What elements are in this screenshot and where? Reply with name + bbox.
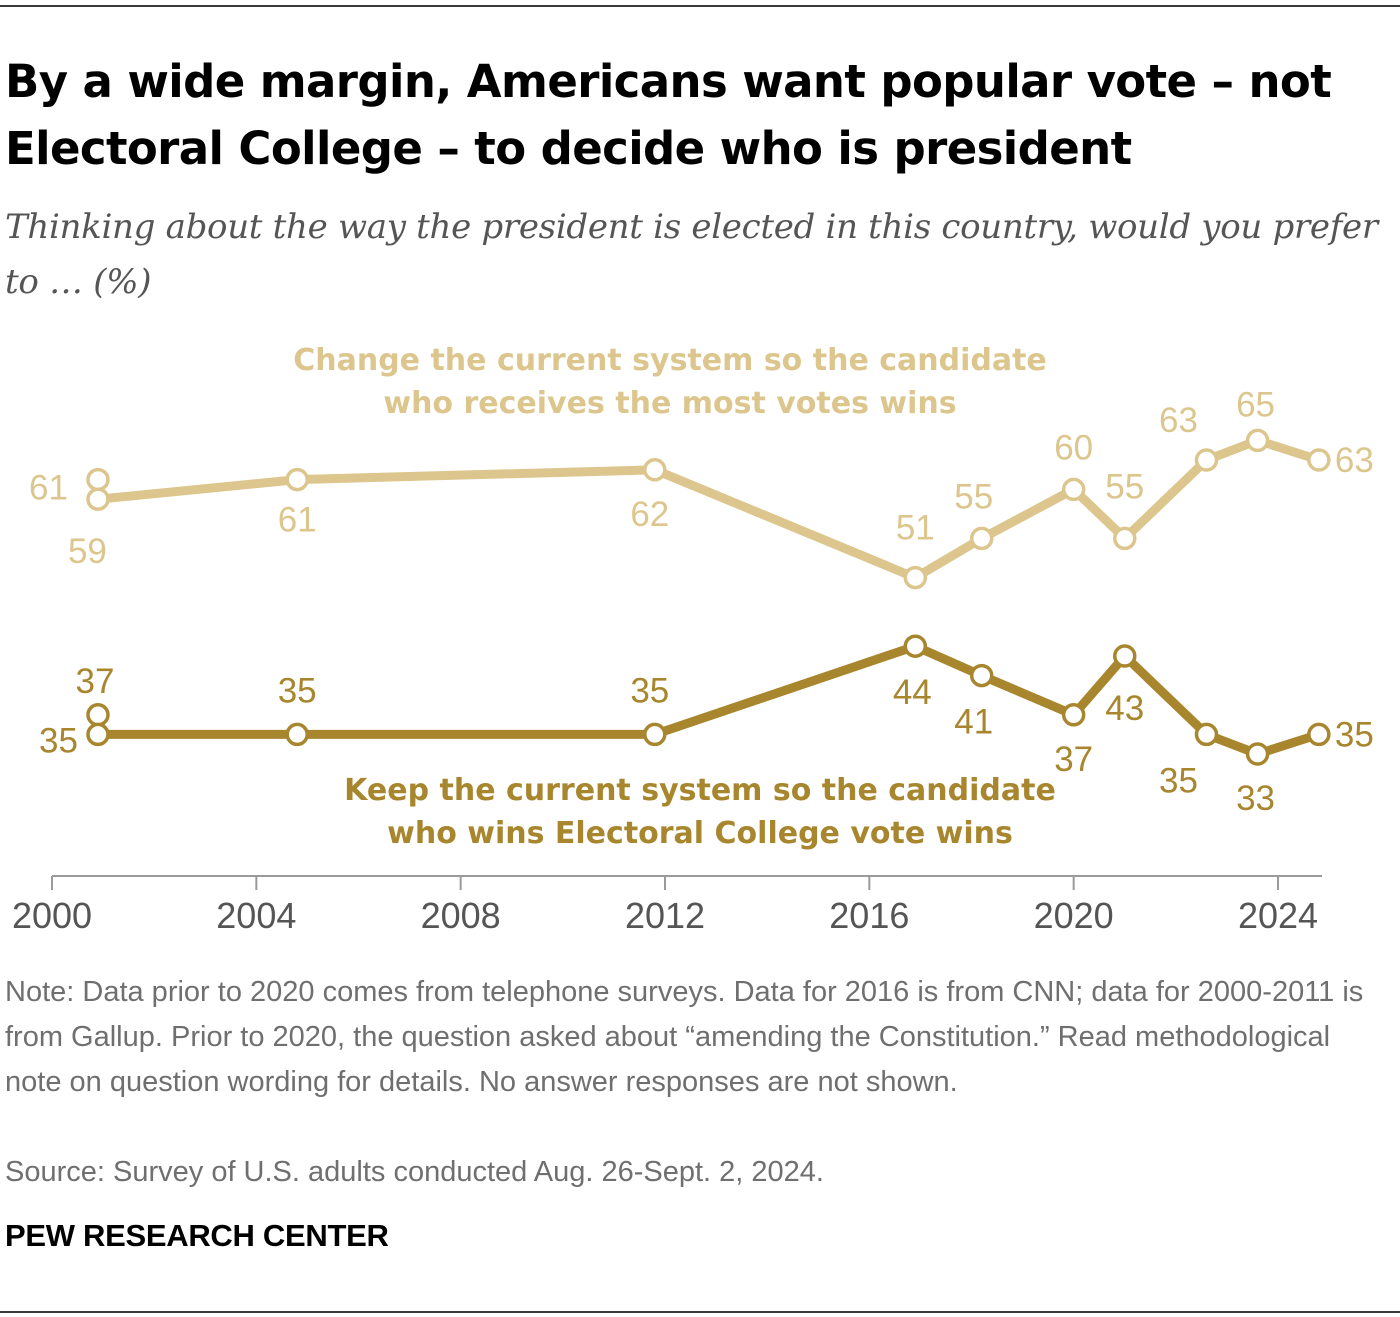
- data-point: [1245, 742, 1270, 766]
- data-label: 51: [896, 509, 935, 548]
- x-axis: 2000 2004 2008 2012 2016 2020 2024: [12, 875, 1322, 936]
- data-label: 43: [1105, 689, 1144, 728]
- data-point: [903, 565, 928, 590]
- data-point: [903, 634, 928, 658]
- series-name-label: Change the current system so the candida…: [293, 343, 1047, 378]
- data-label: 44: [893, 673, 932, 712]
- data-label: 33: [1236, 779, 1275, 818]
- x-tick-label: 2008: [421, 895, 501, 936]
- data-label: 61: [278, 501, 317, 540]
- data-point: [1307, 448, 1331, 472]
- x-tick-label: 2024: [1238, 895, 1318, 936]
- x-tick-label: 2000: [12, 895, 92, 936]
- data-point: [643, 722, 667, 747]
- data-label: 35: [278, 671, 317, 710]
- data-point: [1061, 703, 1086, 727]
- data-label: 63: [1159, 401, 1198, 440]
- data-point: [1113, 644, 1137, 668]
- data-point: [86, 722, 110, 747]
- data-point: [1194, 448, 1219, 472]
- brand-label: PEW RESEARCH CENTER: [5, 1218, 389, 1253]
- data-point: [285, 467, 309, 492]
- x-tick-label: 2004: [216, 895, 296, 936]
- series-name-label: who wins Electoral College vote wins: [387, 816, 1013, 851]
- data-point: [1113, 526, 1137, 551]
- data-label: 35: [1335, 715, 1374, 754]
- data-point: [969, 663, 994, 688]
- data-label: 59: [68, 532, 107, 571]
- data-label: 35: [39, 721, 78, 760]
- data-label: 55: [954, 477, 993, 516]
- top-rule: [0, 5, 1400, 7]
- series-line: [93, 641, 1324, 759]
- data-point: [1307, 722, 1331, 747]
- data-label: 60: [1054, 428, 1093, 467]
- data-point: [969, 526, 994, 551]
- data-label: 61: [29, 469, 68, 508]
- data-point: [285, 722, 309, 747]
- footnote: Note: Data prior to 2020 comes from tele…: [5, 976, 1364, 1098]
- data-point: [86, 703, 110, 727]
- data-label: 62: [630, 495, 669, 534]
- data-label: 37: [76, 662, 115, 701]
- bottom-rule: [0, 1311, 1400, 1313]
- chart-title: By a wide margin, Americans want popular…: [5, 55, 1332, 175]
- source-note: Source: Survey of U.S. adults conducted …: [5, 1156, 824, 1188]
- data-label: 63: [1335, 441, 1374, 480]
- data-point: [1194, 722, 1219, 747]
- series-layer: [86, 428, 1331, 766]
- series-name-label: Keep the current system so the candidate: [344, 773, 1056, 808]
- data-label: 35: [1159, 761, 1198, 800]
- data-label: 37: [1054, 740, 1093, 779]
- data-point: [86, 467, 110, 492]
- data-point: [1245, 428, 1270, 453]
- x-tick-label: 2012: [625, 895, 705, 936]
- data-label: 35: [630, 671, 669, 710]
- data-label: 65: [1236, 385, 1275, 424]
- series-name-label: who receives the most votes wins: [383, 386, 956, 421]
- data-point: [643, 458, 667, 482]
- x-tick-label: 2016: [829, 895, 909, 936]
- data-point: [1061, 477, 1086, 502]
- series-line: [93, 435, 1324, 583]
- data-label: 55: [1105, 467, 1144, 506]
- chart-subtitle: Thinking about the way the president is …: [5, 207, 1378, 302]
- data-point: [86, 487, 110, 511]
- data-label: 41: [954, 703, 993, 742]
- x-tick-label: 2020: [1034, 895, 1114, 936]
